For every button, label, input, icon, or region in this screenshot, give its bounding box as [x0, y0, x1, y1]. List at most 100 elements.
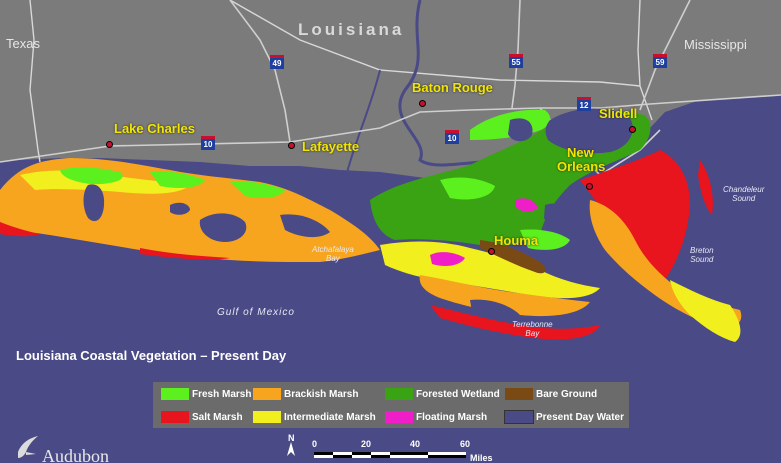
highway-number: 59: [653, 57, 667, 68]
legend-item: Floating Marsh: [385, 411, 487, 423]
north-label: N: [288, 433, 295, 443]
terrebonne-bay: [470, 299, 520, 318]
lake-maurepas: [508, 118, 533, 142]
barataria-bay: [583, 249, 611, 275]
city-label-lafayette: Lafayette: [302, 139, 360, 154]
north-arrow-icon: [287, 442, 295, 456]
water-label-line: Sound: [732, 194, 756, 203]
map-title: Louisiana Coastal Vegetation – Present D…: [16, 348, 287, 363]
state-border-west: [29, 0, 41, 163]
veg-salt-east2: [698, 160, 713, 215]
city-label-houma: Houma: [494, 233, 539, 248]
legend-label: Bare Ground: [536, 388, 598, 400]
veg-salt-west: [0, 222, 40, 237]
city-dot-icon: [106, 141, 113, 148]
interstate-shield-icon: 10: [445, 130, 459, 144]
water-label-line: Terrebonne: [512, 320, 553, 329]
legend-item: Fresh Marsh: [161, 388, 251, 400]
legend-item: Intermediate Marsh: [253, 411, 376, 423]
city-dot-icon: [629, 126, 636, 133]
veg-fresh-central3: [520, 229, 570, 250]
interstate-shield-icon: 12: [577, 97, 591, 111]
grand-lake: [199, 213, 247, 242]
legend-swatch: [385, 388, 413, 400]
legend: Fresh Marsh Brackish Marsh Forested Wetl…: [153, 382, 629, 428]
water-label-gulf: Gulf of Mexico: [217, 307, 295, 318]
veg-floating-central: [430, 252, 465, 266]
state-border-north: [229, 0, 641, 87]
city-dot-icon: [586, 183, 593, 190]
city-label-lake-charles: Lake Charles: [114, 121, 195, 136]
i10-highway: [0, 94, 781, 163]
legend-label: Salt Marsh: [192, 411, 243, 423]
interstate-shield-icon: 10: [201, 136, 215, 150]
scale-tick: 20: [361, 439, 372, 449]
scale-tick: 40: [410, 439, 421, 449]
i49-highway: [229, 0, 291, 143]
legend-swatch: [161, 411, 189, 423]
veg-floating-central2: [515, 198, 538, 212]
legend-swatch: [161, 388, 189, 400]
calcasieu-lake: [83, 184, 105, 222]
city-label-baton-rouge: Baton Rouge: [412, 80, 493, 95]
highway-number: 10: [201, 139, 215, 150]
veg-intermediate-east: [670, 280, 741, 342]
water-label-terrebonne: Terrebonne Bay: [512, 320, 553, 338]
water-label-chandeleur: Chandeleur Sound: [723, 185, 764, 203]
veg-brackish-east: [589, 200, 742, 329]
state-border-east: [637, 0, 653, 121]
city-dot-icon: [419, 100, 426, 107]
city-dot-icon: [488, 248, 495, 255]
water-label-line: Bay: [326, 254, 340, 263]
lake-salvador: [544, 203, 571, 227]
state-label-mississippi: Mississippi: [684, 37, 747, 52]
legend-item: Salt Marsh: [161, 411, 243, 423]
state-label-texas: Texas: [6, 36, 40, 51]
city-label-slidell: Slidell: [599, 106, 638, 121]
legend-swatch: [505, 388, 533, 400]
city-label-new: New: [567, 145, 594, 160]
legend-label: Intermediate Marsh: [284, 411, 376, 423]
vermilion-bay: [280, 214, 330, 238]
legend-label: Present Day Water: [536, 411, 624, 423]
water-label-line: Bay: [525, 329, 540, 338]
logo-wordmark: Audubon: [42, 446, 109, 463]
legend-item: Present Day Water: [504, 410, 624, 424]
veg-brackish-central: [419, 275, 590, 317]
veg-fresh-central2: [440, 177, 495, 200]
legend-label: Fresh Marsh: [192, 388, 252, 400]
white-lake: [170, 202, 190, 215]
atchafalaya-river: [319, 69, 381, 221]
legend-item: Bare Ground: [505, 388, 597, 400]
legend-item: Forested Wetland: [385, 388, 500, 400]
water-label-atchafalaya: Atchafalaya Bay: [312, 245, 354, 263]
legend-swatch: [253, 388, 281, 400]
water-label-breton: Breton Sound: [690, 246, 714, 264]
highway-number: 55: [509, 57, 523, 68]
legend-item: Brackish Marsh: [253, 388, 358, 400]
legend-label: Forested Wetland: [416, 388, 500, 400]
water-label-line: Atchafalaya: [312, 245, 354, 254]
veg-fresh-west2: [150, 171, 205, 188]
bird-logo-icon: [18, 436, 38, 458]
scale-tick: 60: [460, 439, 471, 449]
highway-number: 12: [577, 100, 591, 111]
scale-tick: 0: [312, 439, 318, 449]
veg-salt-east: [580, 150, 690, 280]
legend-swatch: [504, 410, 534, 424]
highway-number: 10: [445, 133, 459, 144]
veg-bare-central: [480, 240, 546, 274]
interstate-shield-icon: 49: [270, 55, 284, 69]
state-label-louisiana: Louisiana: [298, 20, 405, 39]
veg-salt-west2: [140, 248, 230, 260]
city-dot-icon: [288, 142, 295, 149]
highway-number: 49: [270, 58, 284, 69]
legend-swatch: [253, 411, 281, 423]
water-label-line: Sound: [690, 255, 714, 264]
city-label-orleans: Orleans: [557, 159, 606, 174]
veg-salt-central: [430, 305, 600, 340]
legend-swatch: [385, 411, 413, 423]
water-label-line: Breton: [690, 246, 714, 255]
